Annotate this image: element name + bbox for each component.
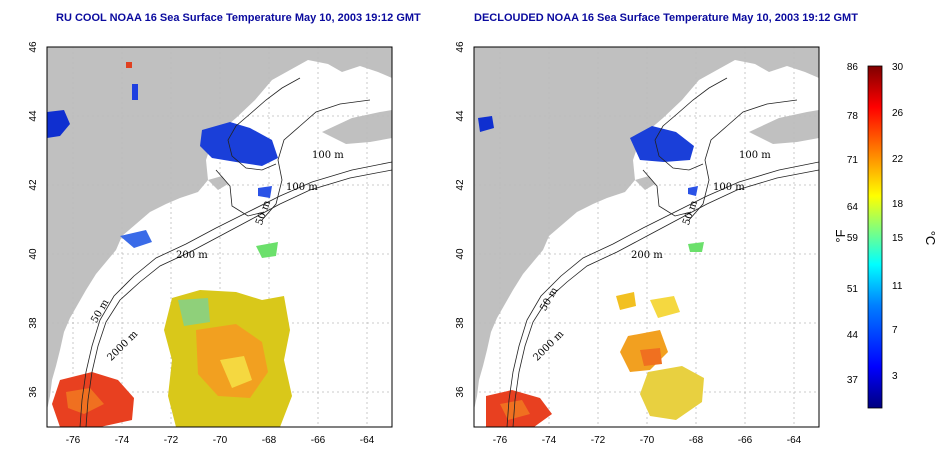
contour-label: 200 m xyxy=(631,250,663,261)
lat-tick: 36 xyxy=(455,386,466,398)
cape-cod xyxy=(635,176,655,190)
nova-scotia xyxy=(749,110,819,144)
celsius-tick: 15 xyxy=(892,233,904,244)
lon-tick: -74 xyxy=(115,435,130,446)
contour-label: 100 m xyxy=(739,150,771,161)
lon-tick: -72 xyxy=(591,435,606,446)
sst-map-right: 100 m 100 m 50 m 200 m 50 m 2000 m -76 -… xyxy=(455,41,820,446)
fahrenheit-tick: 86 xyxy=(847,62,859,73)
fahrenheit-tick: 71 xyxy=(847,155,859,166)
lat-tick: 40 xyxy=(28,248,39,260)
celsius-tick: 30 xyxy=(892,62,904,73)
celsius-tick: 3 xyxy=(892,371,898,382)
sst-patches xyxy=(47,62,292,427)
lat-tick: 46 xyxy=(455,41,466,53)
celsius-tick: 18 xyxy=(892,199,904,210)
lon-tick: -64 xyxy=(360,435,375,446)
temperature-colorbar: 86 78 71 64 59 51 44 37 30 26 22 18 15 1… xyxy=(833,62,938,409)
cape-cod xyxy=(208,176,228,190)
panel-title-left: RU COOL NOAA 16 Sea Surface Temperature … xyxy=(56,12,421,24)
sst-map-left: 100 m 100 m 50 m 200 m 50 m 2000 m -76 -… xyxy=(28,41,393,446)
fahrenheit-tick: 37 xyxy=(847,375,859,386)
lat-tick: 36 xyxy=(28,386,39,398)
lon-tick: -72 xyxy=(164,435,179,446)
contour-label: 200 m xyxy=(176,250,208,261)
land-mass xyxy=(474,47,819,410)
lon-tick: -64 xyxy=(787,435,802,446)
lat-tick: 38 xyxy=(455,317,466,329)
fahrenheit-tick: 51 xyxy=(847,284,859,295)
lat-ticks: 46 44 42 40 38 36 xyxy=(455,41,466,398)
land-mass xyxy=(47,47,392,410)
lon-ticks: -76 -74 -72 -70 -68 -66 -64 xyxy=(66,435,375,446)
lon-tick: -74 xyxy=(542,435,557,446)
celsius-unit-label: °C xyxy=(923,231,938,246)
lon-tick: -66 xyxy=(738,435,753,446)
contour-label: 100 m xyxy=(286,182,318,193)
bathymetry-contours xyxy=(79,77,392,427)
lon-tick: -76 xyxy=(66,435,81,446)
fahrenheit-tick: 59 xyxy=(847,233,859,244)
fahrenheit-tick: 44 xyxy=(847,330,859,341)
lat-tick: 40 xyxy=(455,248,466,260)
lat-ticks: 46 44 42 40 38 36 xyxy=(28,41,39,398)
lon-ticks: -76 -74 -72 -70 -68 -66 -64 xyxy=(493,435,802,446)
fahrenheit-scale: 86 78 71 64 59 51 44 37 xyxy=(847,62,859,386)
celsius-tick: 11 xyxy=(892,281,903,292)
celsius-tick: 26 xyxy=(892,108,904,119)
lat-tick: 42 xyxy=(28,179,39,191)
map-frame xyxy=(46,46,393,428)
celsius-tick: 22 xyxy=(892,154,904,165)
lon-tick: -70 xyxy=(640,435,655,446)
lat-tick: 44 xyxy=(28,110,39,122)
lon-tick: -66 xyxy=(311,435,326,446)
lon-tick: -68 xyxy=(262,435,277,446)
bathymetry-contours xyxy=(506,77,819,427)
contour-label: 100 m xyxy=(312,150,344,161)
lon-tick: -76 xyxy=(493,435,508,446)
celsius-scale: 30 26 22 18 15 11 7 3 xyxy=(892,62,904,382)
lon-tick: -70 xyxy=(213,435,228,446)
lat-tick: 46 xyxy=(28,41,39,53)
fahrenheit-unit-label: °F xyxy=(833,229,848,242)
lat-tick: 42 xyxy=(455,179,466,191)
contour-label: 100 m xyxy=(713,182,745,193)
lat-tick: 44 xyxy=(455,110,466,122)
panel-title-right: DECLOUDED NOAA 16 Sea Surface Temperatur… xyxy=(474,12,858,24)
celsius-tick: 7 xyxy=(892,325,898,336)
map-frame xyxy=(473,46,820,428)
lat-tick: 38 xyxy=(28,317,39,329)
fahrenheit-tick: 64 xyxy=(847,202,859,213)
lon-tick: -68 xyxy=(689,435,704,446)
colorbar-gradient xyxy=(867,65,883,409)
nova-scotia xyxy=(322,110,392,144)
fahrenheit-tick: 78 xyxy=(847,111,859,122)
